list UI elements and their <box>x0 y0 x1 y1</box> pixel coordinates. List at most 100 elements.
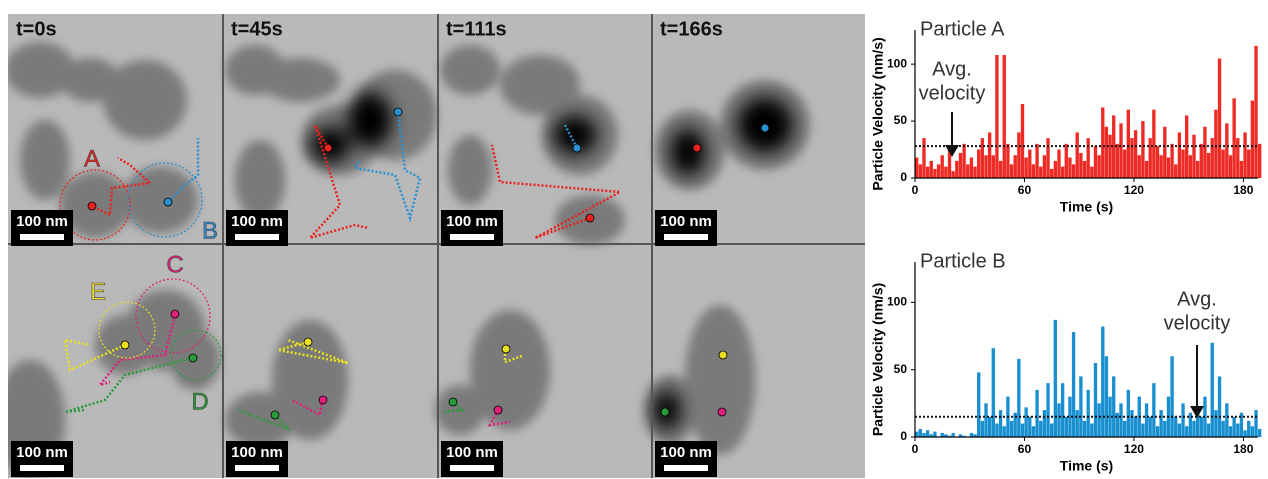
bar <box>1251 426 1254 437</box>
bar <box>1196 161 1199 178</box>
bar <box>1090 424 1093 437</box>
annotation: velocity <box>1164 312 1231 334</box>
bar <box>1222 421 1225 437</box>
bar <box>1050 169 1053 178</box>
bar <box>919 164 922 178</box>
chart-title: Particle A <box>920 18 1005 40</box>
bar <box>977 372 980 437</box>
scale-bar-label: 100 nm <box>446 213 498 230</box>
bar <box>1181 150 1184 178</box>
bar <box>1105 127 1108 178</box>
bar <box>1101 327 1104 437</box>
bar <box>1170 144 1173 178</box>
bar <box>981 138 984 178</box>
bar <box>1163 421 1166 437</box>
bar <box>1247 150 1250 178</box>
bar <box>1010 421 1013 437</box>
scale-bar-label: 100 nm <box>231 213 283 230</box>
annotation: velocity <box>919 82 986 104</box>
y-tick-label: 50 <box>894 362 908 376</box>
bar <box>933 432 936 437</box>
bar <box>1039 167 1042 178</box>
bar <box>962 144 965 178</box>
bar <box>1094 146 1097 178</box>
bar <box>1014 155 1017 178</box>
bar <box>1247 421 1250 437</box>
bar <box>966 164 969 178</box>
annotation-arrowhead <box>945 145 959 157</box>
bar <box>1097 155 1100 178</box>
bar <box>1225 403 1228 437</box>
scale-bar-label: 100 nm <box>446 444 498 461</box>
bar <box>1119 123 1122 178</box>
bar <box>1149 138 1152 178</box>
annotation: Avg. <box>932 58 972 80</box>
scale-bar-label: 100 nm <box>231 444 283 461</box>
bar <box>1003 55 1006 178</box>
annotation: Avg. <box>1177 288 1217 310</box>
bar <box>1232 98 1235 178</box>
bar <box>1152 110 1155 178</box>
time-label: t=111s <box>446 18 507 40</box>
particle-label: B <box>202 217 218 244</box>
bar <box>992 155 995 178</box>
bar <box>1105 356 1108 437</box>
bar <box>1145 161 1148 178</box>
bar <box>999 161 1002 178</box>
bar <box>1218 376 1221 437</box>
bar <box>1185 426 1188 437</box>
bar <box>1141 121 1144 178</box>
bar <box>1181 403 1184 437</box>
scale-bar <box>20 234 64 240</box>
bar <box>937 164 940 178</box>
x-axis-label: Time (s) <box>1060 199 1113 215</box>
bar <box>1054 161 1057 178</box>
bar <box>1236 424 1239 437</box>
bar <box>1211 138 1214 178</box>
bar <box>1138 155 1141 178</box>
particle-label: C <box>166 251 183 278</box>
bar <box>1065 144 1068 178</box>
bar <box>995 55 998 178</box>
figure: t=0st=45st=111st=166s100 nm100 nm100 nm1… <box>0 0 1268 479</box>
particle-label: D <box>191 388 208 415</box>
bar <box>1108 135 1111 178</box>
x-tick-label: 180 <box>1233 183 1253 197</box>
bar <box>1057 403 1060 437</box>
bar <box>919 429 922 437</box>
bar <box>1024 158 1027 178</box>
bar <box>1214 410 1217 437</box>
scale-bar <box>664 234 708 240</box>
bar <box>1222 150 1225 178</box>
scale-bar <box>235 465 279 471</box>
bar <box>1116 144 1119 178</box>
bar <box>1254 410 1257 437</box>
bar <box>926 430 929 437</box>
bar <box>1050 424 1053 437</box>
bar <box>1035 390 1038 437</box>
bar <box>984 155 987 178</box>
bar <box>1163 127 1166 178</box>
bar <box>1006 144 1009 178</box>
y-tick-label: 100 <box>887 295 907 309</box>
bar <box>1032 164 1035 178</box>
bar <box>1097 403 1100 437</box>
bar <box>1046 383 1049 437</box>
x-tick-label: 60 <box>1018 183 1032 197</box>
scale-bar <box>664 465 708 471</box>
bar <box>1017 132 1020 178</box>
bar <box>1079 153 1082 178</box>
bar <box>1003 426 1006 437</box>
bar <box>933 169 936 178</box>
bar <box>955 161 958 178</box>
bar <box>1200 144 1203 178</box>
bar <box>1159 155 1162 178</box>
bar <box>941 155 944 178</box>
bar <box>1123 421 1126 437</box>
scale-bar <box>450 465 494 471</box>
scale-bar-label: 100 nm <box>16 444 68 461</box>
bar <box>1130 138 1133 178</box>
bar <box>1057 150 1060 178</box>
scale-bar <box>20 465 64 471</box>
bar <box>1218 58 1221 178</box>
